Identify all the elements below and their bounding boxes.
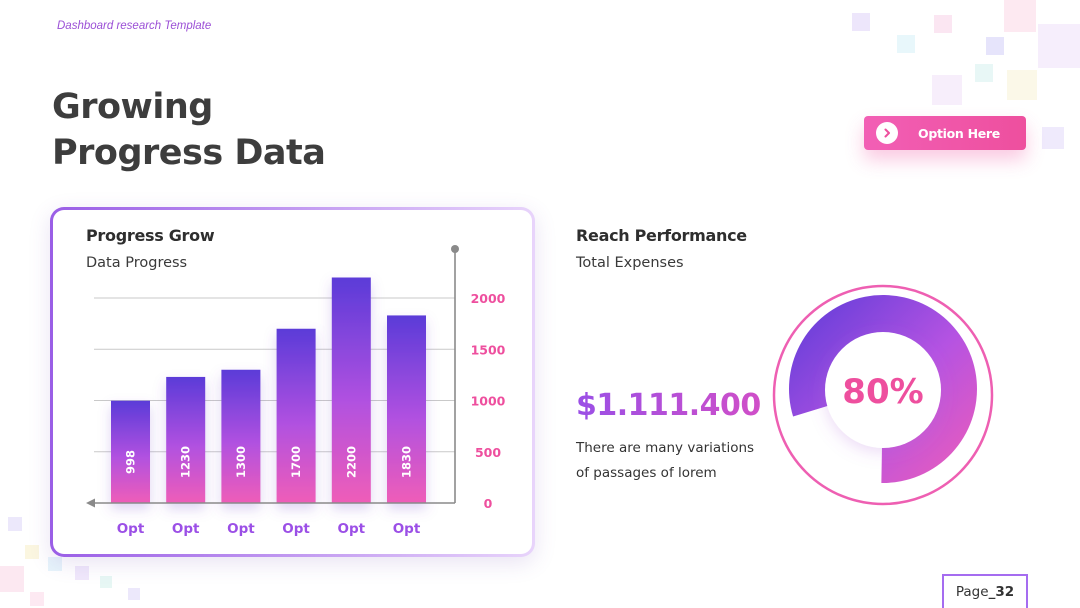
bar <box>111 400 150 503</box>
decorative-square <box>128 588 140 600</box>
category-label: Opt <box>282 521 310 537</box>
page-number-tag: Page _32 <box>942 574 1028 608</box>
bar <box>331 277 371 503</box>
decorative-square <box>0 566 24 592</box>
y-tick-label: 0 <box>484 496 493 511</box>
reach-description: There are many variations of passages of… <box>576 440 755 481</box>
bar <box>387 315 426 503</box>
progress-card-subtitle: Data Progress <box>86 255 188 271</box>
decorative-square <box>75 566 89 580</box>
decorative-square <box>986 37 1004 55</box>
page-title: Growing Progress Data <box>52 84 326 176</box>
category-label: Opt <box>117 521 145 537</box>
bar-value-label: 2200 <box>344 446 358 478</box>
page-title-line-2: Progress Data <box>52 133 326 173</box>
reach-card-subtitle: Total Expenses <box>576 255 684 271</box>
y-tick-label: 2000 <box>471 291 506 306</box>
page-title-line-1: Growing <box>52 87 213 127</box>
decorative-square <box>1038 24 1080 68</box>
bar <box>276 328 316 503</box>
bar <box>166 376 206 503</box>
option-button-label: Option Here <box>918 125 1000 141</box>
category-label: Opt <box>338 521 366 537</box>
decorative-square <box>934 15 952 33</box>
bar-value-label: 998 <box>124 450 138 474</box>
x-axis-arrow <box>86 498 95 508</box>
template-tag: Dashboard research Template <box>57 20 212 32</box>
decorative-square <box>1004 0 1036 32</box>
bar-value-label: 1300 <box>234 446 248 478</box>
decorative-square <box>1042 127 1064 149</box>
decorative-square <box>932 75 962 105</box>
bar <box>221 369 261 503</box>
bar-value-label: 1700 <box>289 446 303 478</box>
page-label: Page <box>955 584 989 600</box>
option-button[interactable]: Option Here <box>864 116 1026 150</box>
total-expenses-value: $1.111.400 <box>576 388 761 423</box>
y-tick-label: 1000 <box>471 394 506 409</box>
decorative-square <box>975 64 993 82</box>
y-axis-endpoint <box>451 245 459 253</box>
decorative-square <box>852 13 870 31</box>
reach-card-title: Reach Performance <box>576 226 747 245</box>
bar-value-label: 1830 <box>400 446 414 478</box>
gauge-inner-circle <box>825 332 941 448</box>
gauge-arc <box>789 295 977 483</box>
decorative-square <box>1007 70 1037 100</box>
y-tick-label: 500 <box>475 445 501 460</box>
decorative-square <box>100 576 112 588</box>
decorative-square <box>8 517 22 531</box>
decorative-square <box>25 545 39 559</box>
decorative-square <box>48 557 62 571</box>
category-label: Opt <box>227 521 255 537</box>
progress-card-title: Progress Grow <box>86 226 215 245</box>
page-number: _32 <box>988 584 1015 600</box>
decorative-square <box>30 592 44 606</box>
category-label: Opt <box>172 521 200 537</box>
decorative-square <box>897 35 915 53</box>
chevron-right-icon <box>876 122 898 144</box>
bar-value-label: 1230 <box>179 446 193 478</box>
y-tick-label: 1500 <box>471 342 506 357</box>
gauge-percent-label: 80% <box>842 372 923 412</box>
category-label: Opt <box>393 521 421 537</box>
